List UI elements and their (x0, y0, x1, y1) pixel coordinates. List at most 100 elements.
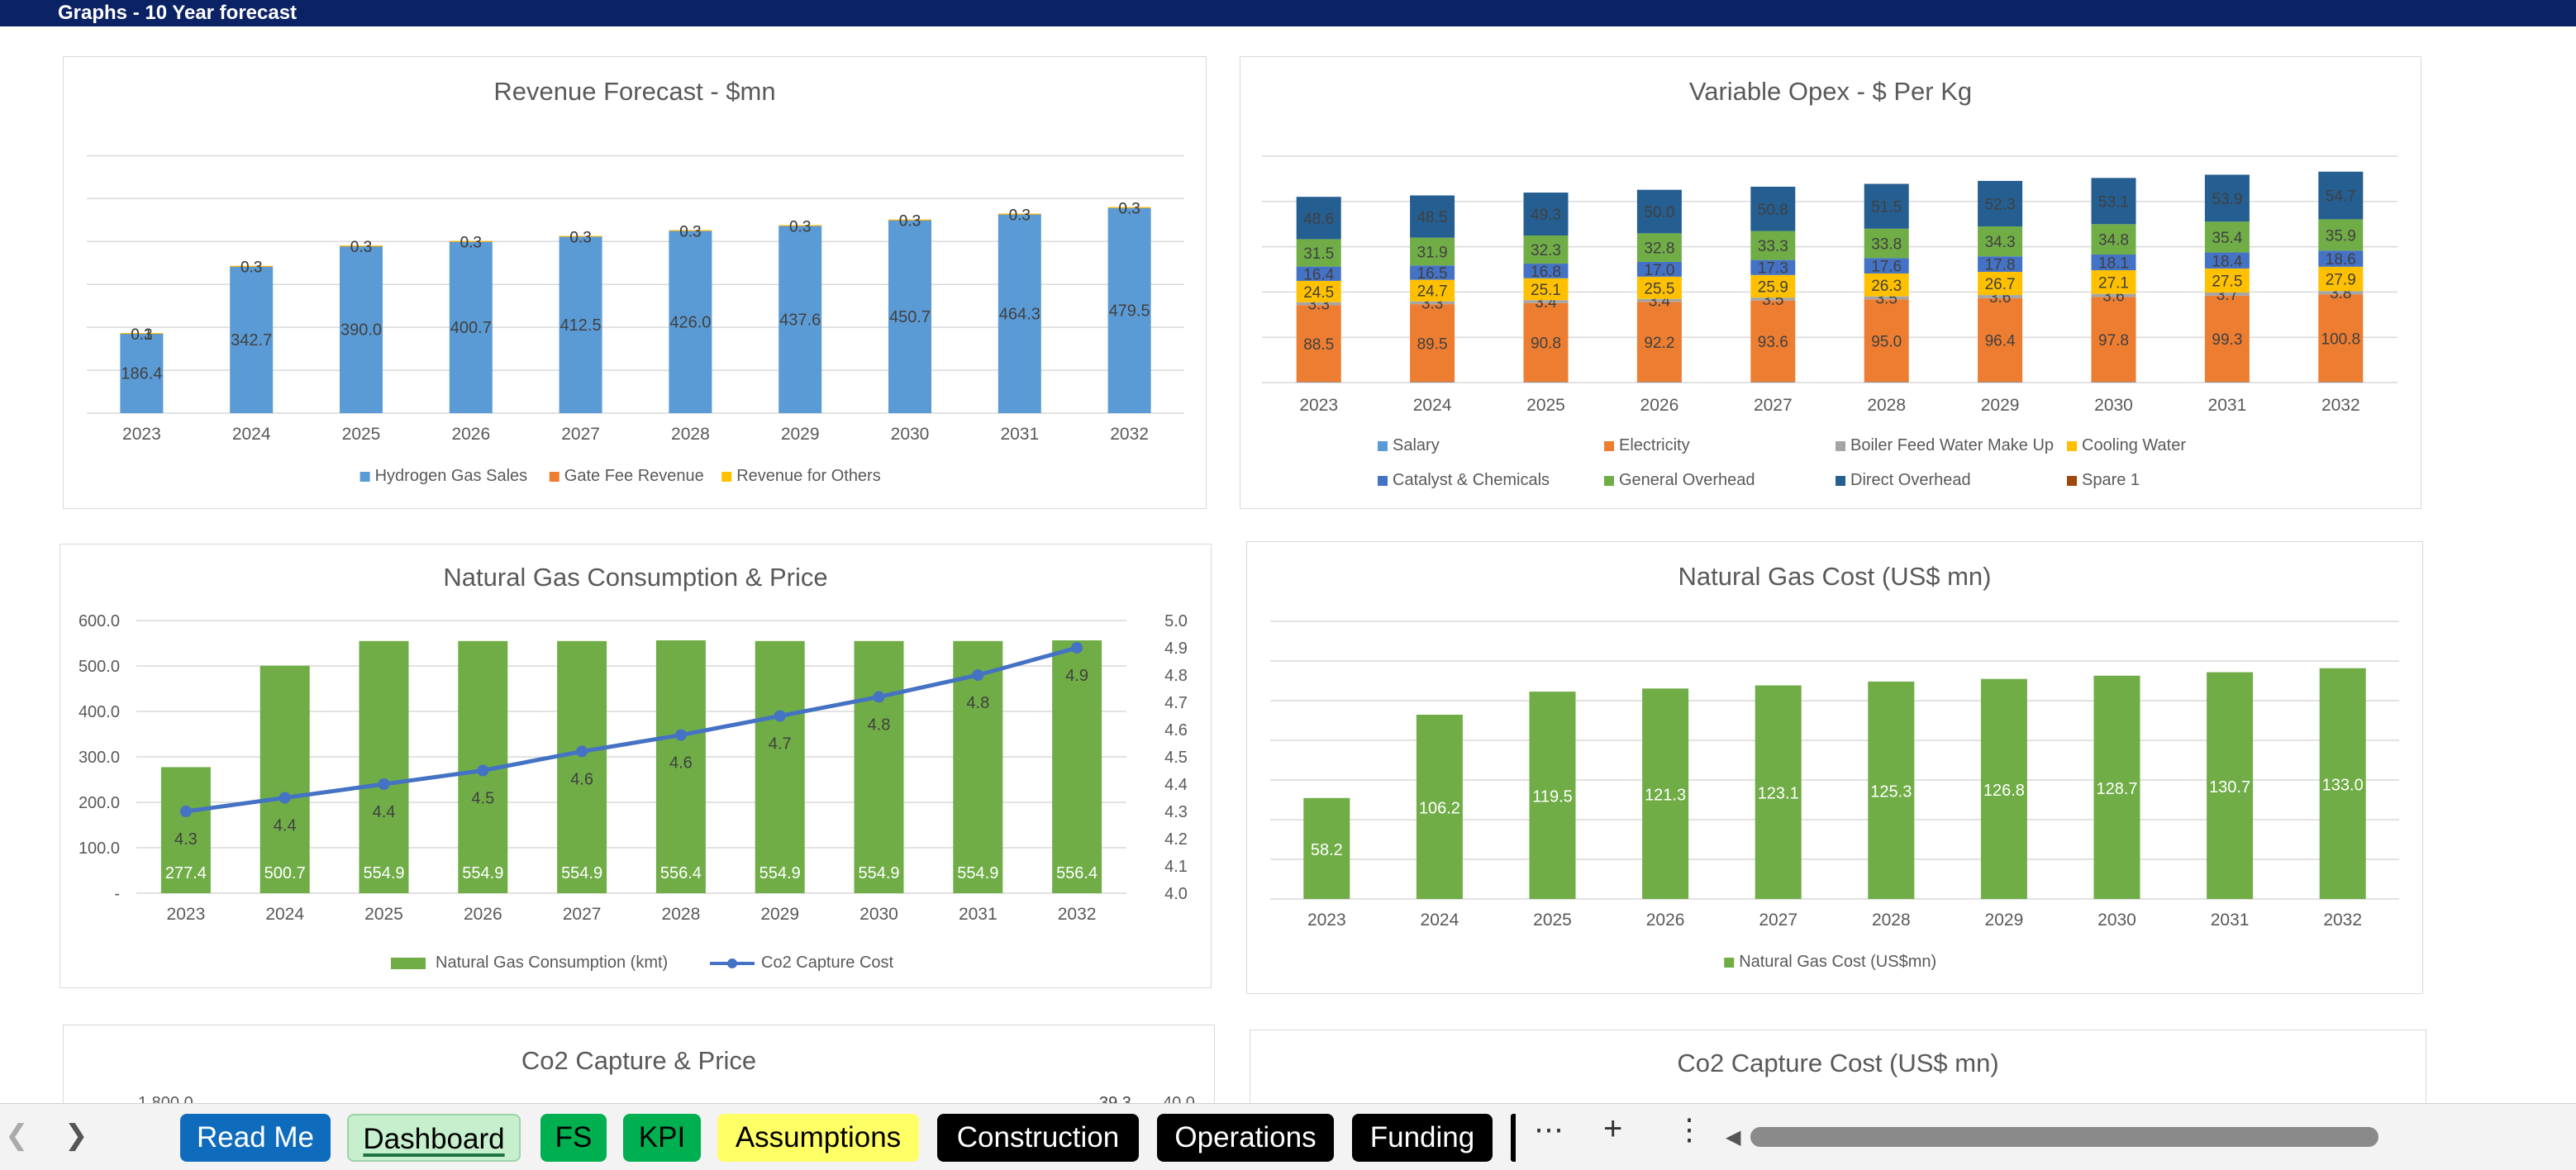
ng-cost-chart-svg: 58.2 2023 106.2 2024 119.5 2025 121.3 2026 123.1… (1270, 621, 2399, 971)
data-label: 34.8 (2098, 232, 2129, 250)
tab-dashboard[interactable]: Dashboard (347, 1114, 521, 1162)
bar-direct-overhead (1864, 183, 1909, 229)
more-horizontal-icon[interactable]: ⋯ (1534, 1112, 1564, 1146)
bar-natural-gas-consumption (1052, 640, 1102, 893)
data-label-ng-cost: 121.3 (1645, 787, 1686, 805)
bar-hydrogen-gas-sales (669, 230, 712, 413)
data-label-ng-cost: 58.2 (1311, 841, 1343, 859)
tab-read-me[interactable]: Read Me (180, 1114, 331, 1162)
revenue-legend-swatch (721, 472, 732, 482)
tab-label: Read Me (196, 1121, 315, 1153)
x-tick-label: 2026 (1640, 396, 1679, 415)
data-label: 88.5 (1303, 336, 1334, 354)
bar-general-overhead (2318, 219, 2364, 251)
co2-capture-cost-line (185, 645, 1078, 814)
bar-boiler-feed-water-make-up (1864, 296, 1909, 300)
data-label-ng-cost: 119.5 (1532, 788, 1573, 806)
opex-legend-label: Boiler Feed Water Make Up (1850, 436, 2054, 454)
data-label-others: 0.3 (460, 235, 482, 252)
chevron-left-icon[interactable]: ❮ (5, 1120, 29, 1151)
opex-chart[interactable]: Variable Opex - $ Per Kg 88.5 3.3 24.5 16.4… (1240, 56, 2421, 509)
x-tick-label: 2023 (167, 905, 206, 924)
opex-legend-label: Direct Overhead (1850, 471, 1971, 489)
horizontal-scrollbar[interactable] (1750, 1127, 2378, 1147)
data-label: 26.7 (1985, 276, 2016, 293)
bar-salary (1864, 382, 1909, 383)
opex-legend-label: Catalyst & Chemicals (1393, 471, 1550, 489)
x-tick-label: 2029 (781, 425, 820, 444)
bar-boiler-feed-water-make-up (2318, 291, 2364, 295)
sheet-title: Graphs - 10 Year forecast (58, 2, 298, 24)
data-label-hydrogen: 186.4 (121, 365, 162, 383)
co2-capture-cost-point (873, 691, 885, 703)
data-label-co2-cost: 4.9 (1065, 667, 1088, 685)
data-label-gate-fee: 0.3 (1118, 201, 1140, 218)
tab-funding[interactable]: Funding (1352, 1114, 1493, 1162)
bar-hydrogen-gas-sales (1107, 207, 1151, 413)
ng-consumption-chart-svg: - 100.0 200.0 300.0 400.0 500.0 600.0 4.0 4.1 4.2… (79, 612, 1188, 972)
ng-consumption-chart[interactable]: Natural Gas Consumption & Price - 100.0 20… (60, 544, 1212, 988)
bar-electricity (1410, 304, 1455, 383)
revenue-chart[interactable]: Revenue Forecast - $mn 186.4 0.1 0.3 2023 34… (63, 56, 1207, 509)
bar-natural-gas-consumption (359, 640, 409, 893)
revenue-legend-swatch (549, 472, 559, 482)
opex-legend-swatch (1604, 476, 1614, 486)
tab-fs[interactable]: FS (540, 1114, 607, 1162)
x-tick-label: 2028 (1872, 911, 1911, 930)
x-tick-label: 2023 (1307, 911, 1346, 930)
x-tick-label: 2027 (563, 905, 602, 924)
data-label: 48.5 (1417, 209, 1448, 226)
bar-electricity (1636, 302, 1682, 383)
bar-cooling-water (1636, 276, 1682, 299)
bar-salary (1523, 382, 1569, 383)
bar-general-overhead (1978, 226, 2023, 257)
x-tick-label: 2028 (1867, 396, 1906, 415)
data-label-hydrogen: 390.0 (340, 321, 382, 340)
bar-revenue-for-others (559, 235, 602, 237)
scroll-left-icon[interactable]: ◀ (1726, 1126, 1741, 1149)
tab-operations[interactable]: Operations (1157, 1114, 1334, 1162)
data-label: 53.1 (2098, 193, 2129, 211)
opex-legend-swatch (1378, 441, 1388, 451)
data-label-others: 0.3 (899, 213, 921, 231)
y-right-tick-label: 4.3 (1164, 803, 1188, 821)
horizontal-scrollbar-thumb[interactable] (1750, 1127, 2378, 1147)
more-vertical-icon[interactable]: ⋮ (1674, 1112, 1704, 1146)
tab-label: Construction (956, 1121, 1120, 1153)
bar-natural-gas-cost (1868, 681, 1915, 899)
y-right-tick-label: 5.0 (1164, 612, 1188, 630)
data-label: 96.4 (1985, 333, 2016, 350)
tab-label: KPI (638, 1121, 686, 1153)
data-label-ng-cost: 123.1 (1758, 785, 1799, 803)
ng-cost-legend-swatch (1724, 958, 1735, 968)
bar-direct-overhead (1978, 180, 2023, 227)
data-label-others: 0.3 (131, 326, 152, 344)
bar-direct-overhead (2318, 171, 2364, 220)
data-label-hydrogen: 400.7 (450, 319, 492, 337)
tab-assumptions[interactable]: Assumptions (717, 1114, 919, 1162)
bar-natural-gas-cost (2207, 672, 2254, 899)
opex-legend-swatch (1836, 476, 1845, 486)
x-tick-label: 2029 (1985, 911, 2024, 930)
bar-natural-gas-cost (1755, 685, 1802, 899)
tab-construction[interactable]: Construction (937, 1114, 1139, 1162)
ng-cost-chart[interactable]: Natural Gas Cost (US$ mn) 58.2 2023 106.2 2… (1246, 541, 2423, 994)
data-label-consumption: 554.9 (957, 864, 998, 882)
bar-revenue-for-others (230, 265, 274, 267)
co2-capture-cost-point (1071, 642, 1083, 654)
data-label: 17.6 (1871, 259, 1902, 276)
bar-catalyst-chemicals (1636, 261, 1682, 277)
y-right-tick-label: 4.7 (1164, 694, 1188, 712)
plus-icon[interactable]: + (1603, 1111, 1623, 1147)
bar-general-overhead (1750, 231, 1796, 260)
chevron-right-icon[interactable]: ❯ (64, 1120, 88, 1151)
tab-kpi[interactable]: KPI (623, 1114, 701, 1162)
tab-label: FS (555, 1121, 593, 1153)
y-left-tick-label: 300.0 (79, 749, 120, 767)
data-label: 51.5 (1871, 199, 1902, 216)
bar-catalyst-chemicals (1296, 266, 1341, 281)
opex-legend-swatch (2067, 441, 2077, 451)
bar-cooling-water (2091, 270, 2136, 294)
data-label-others: 0.3 (569, 229, 591, 246)
opex-legend-swatch (1836, 441, 1845, 451)
